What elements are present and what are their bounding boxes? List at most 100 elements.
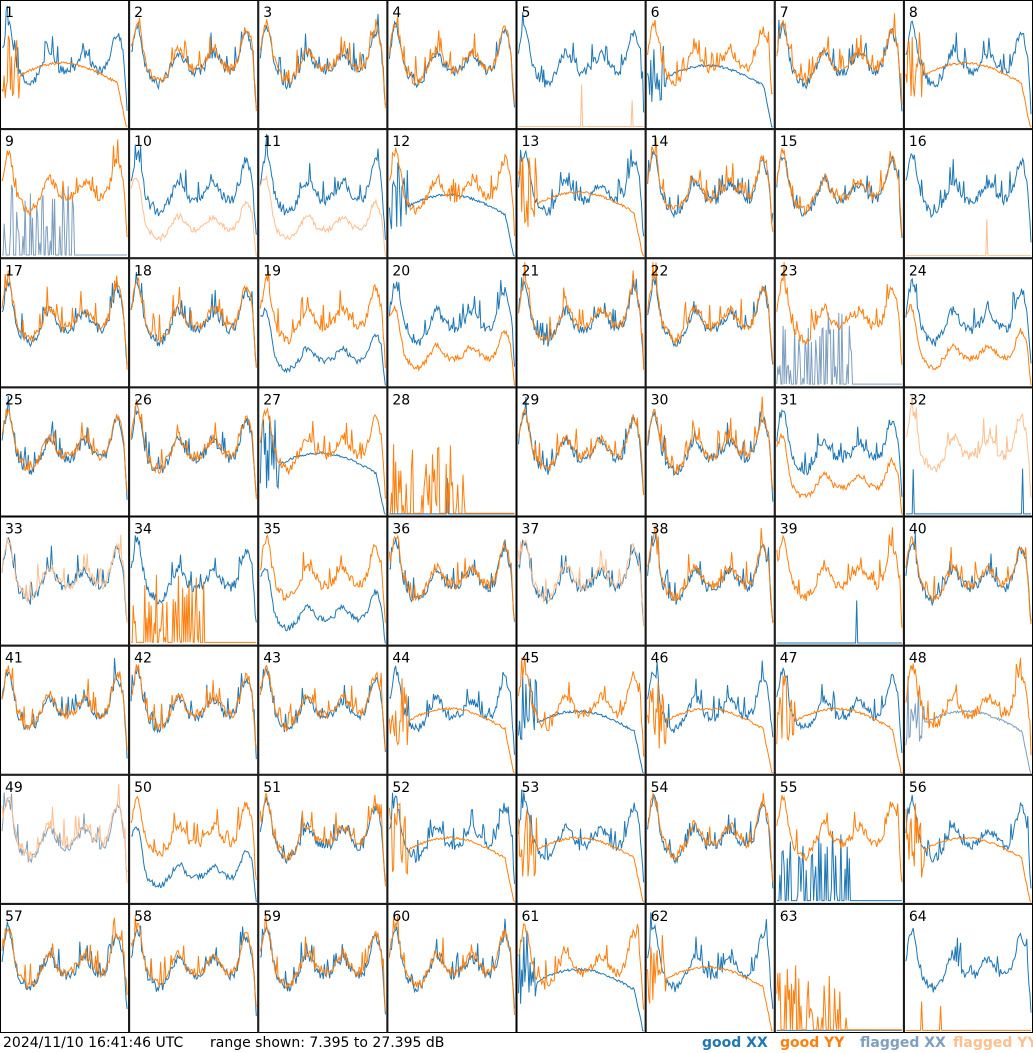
series-yy — [259, 534, 386, 623]
series-yy — [1, 35, 128, 128]
panel-9: 9 — [0, 129, 130, 259]
series-yy — [647, 20, 774, 95]
series-yy — [131, 574, 257, 643]
series-yy — [776, 13, 903, 106]
series-xx — [776, 19, 903, 112]
legend-good-yy: good YY — [780, 1035, 845, 1051]
series-xx — [518, 396, 645, 495]
panel-49: 49 — [0, 774, 130, 904]
panel-label: 4 — [392, 5, 401, 21]
panel-label: 11 — [263, 134, 281, 150]
series-yy — [776, 965, 902, 1031]
series-yy — [518, 809, 645, 903]
panel-55: 55 — [774, 774, 904, 904]
series-xx — [1, 279, 128, 366]
panel-label: 47 — [780, 651, 798, 667]
panel-43: 43 — [258, 645, 388, 775]
series-yy — [647, 935, 773, 1032]
panel-label: 49 — [5, 780, 23, 796]
panel-frame — [516, 258, 646, 388]
panel-22: 22 — [645, 258, 775, 388]
panel-label: 18 — [134, 263, 152, 279]
series-yy — [776, 527, 903, 628]
panel-frame — [258, 774, 388, 904]
panel-61: 61 — [516, 903, 646, 1033]
series-xx — [130, 406, 257, 497]
panel-label: 34 — [134, 522, 152, 538]
panel-frame — [387, 0, 517, 130]
series-xx — [905, 277, 1032, 364]
panel-label: 41 — [5, 651, 23, 667]
panel-label: 15 — [780, 134, 798, 150]
series-xx — [518, 12, 645, 113]
series-xx — [1, 5, 128, 111]
panel-frame — [129, 0, 259, 130]
panel-1: 1 — [0, 0, 130, 130]
series-xx — [389, 537, 515, 622]
series-xx — [776, 600, 902, 644]
panel-frame — [903, 387, 1033, 517]
panel-label: 48 — [909, 651, 927, 667]
series-xx — [518, 539, 645, 623]
panel-label: 12 — [392, 134, 410, 150]
panel-15: 15 — [774, 129, 904, 259]
panel-11: 11 — [258, 129, 388, 259]
series-xx — [259, 134, 386, 240]
panel-44: 44 — [387, 645, 517, 775]
panel-label: 63 — [780, 909, 798, 925]
series-xx — [776, 831, 902, 902]
panel-34: 34 — [129, 516, 259, 646]
series-xx — [905, 675, 1032, 774]
series-xx — [130, 925, 257, 1017]
panel-label: 20 — [392, 263, 410, 279]
panel-57: 57 — [0, 903, 130, 1033]
series-yy — [776, 432, 903, 515]
panel-18: 18 — [129, 258, 259, 388]
series-yy — [518, 262, 645, 370]
panel-5: 5 — [516, 0, 646, 130]
panel-label: 29 — [522, 392, 540, 408]
panel-50: 50 — [129, 774, 259, 904]
panel-frame — [387, 387, 517, 517]
series-yy — [905, 219, 1031, 257]
panel-27: 27 — [258, 387, 388, 517]
panel-label: 44 — [392, 651, 410, 667]
panel-frame — [903, 645, 1033, 775]
panel-label: 10 — [134, 134, 152, 150]
panel-label: 58 — [134, 909, 152, 925]
series-yy — [130, 17, 257, 112]
panel-frame — [774, 645, 904, 775]
panel-label: 8 — [909, 5, 918, 21]
series-yy — [1, 783, 128, 884]
panel-label: 52 — [392, 780, 410, 796]
panel-frame — [903, 774, 1033, 904]
panel-label: 7 — [780, 5, 789, 21]
panel-20: 20 — [387, 258, 517, 388]
series-yy — [518, 406, 645, 496]
series-yy — [905, 1001, 1031, 1031]
panel-39: 39 — [774, 516, 904, 646]
panel-label: 5 — [522, 5, 531, 21]
panel-45: 45 — [516, 645, 646, 775]
panel-frame — [516, 387, 646, 517]
series-yy — [518, 539, 645, 627]
panel-42: 42 — [129, 645, 259, 775]
panel-28: 28 — [387, 387, 517, 517]
series-yy — [259, 19, 386, 109]
panel-51: 51 — [258, 774, 388, 904]
series-yy — [905, 304, 1032, 386]
series-yy — [130, 277, 257, 369]
series-yy — [518, 157, 645, 257]
series-xx — [131, 826, 257, 902]
panel-label: 61 — [522, 909, 540, 925]
panel-label: 2 — [134, 5, 143, 21]
series-yy — [259, 271, 386, 369]
panel-label: 13 — [522, 134, 540, 150]
panel-label: 21 — [522, 263, 540, 279]
panel-label: 28 — [392, 392, 410, 408]
panel-12: 12 — [387, 129, 517, 259]
series-xx — [388, 20, 515, 108]
panel-label: 27 — [263, 392, 281, 408]
panel-36: 36 — [387, 516, 517, 646]
